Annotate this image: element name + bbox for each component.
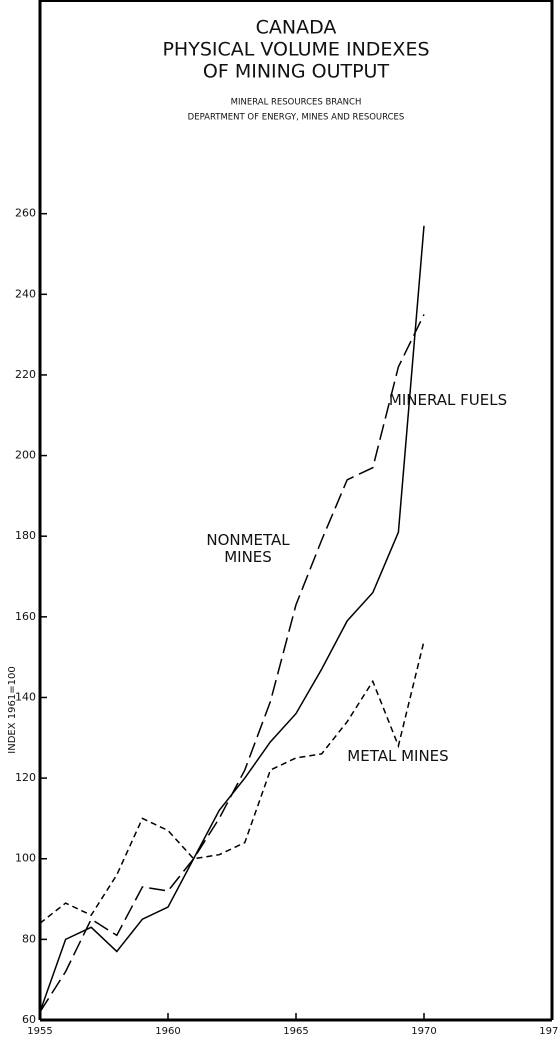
y-tick-label: 120 [15,771,36,784]
x-tick-label: 1975 [539,1026,559,1037]
y-tick-label: 60 [22,1013,36,1026]
y-tick-label: 100 [15,852,36,865]
y-axis-label: INDEX 1961=100 [7,666,18,753]
y-tick-label: 140 [15,690,36,703]
chart-subtitle: DEPARTMENT OF ENERGY, MINES AND RESOURCE… [188,113,405,123]
chart-subtitle: MINERAL RESOURCES BRANCH [231,98,362,108]
y-tick-label: 260 [15,207,36,220]
chart-title: CANADA [256,17,337,39]
series-line [39,640,425,924]
y-tick-label: 220 [15,368,36,381]
series-line [39,314,425,1013]
x-tick-label: 1970 [411,1026,436,1037]
y-tick-label: 200 [15,449,36,462]
chart-title: PHYSICAL VOLUME INDEXES [162,39,429,61]
x-tick-label: 1960 [155,1026,180,1037]
series-line [39,225,425,1013]
chart-title: OF MINING OUTPUT [203,61,390,83]
series-label: METAL MINES [347,747,449,765]
y-tick-label: 180 [15,529,36,542]
x-tick-label: 1955 [27,1026,52,1037]
y-tick-label: 80 [22,932,36,945]
series-label: NONMETAL MINES [206,531,290,566]
x-tick-label: 1965 [283,1026,308,1037]
series-label: MINERAL FUELS [388,391,508,409]
y-tick-label: 160 [15,610,36,623]
y-tick-label: 240 [15,287,36,300]
